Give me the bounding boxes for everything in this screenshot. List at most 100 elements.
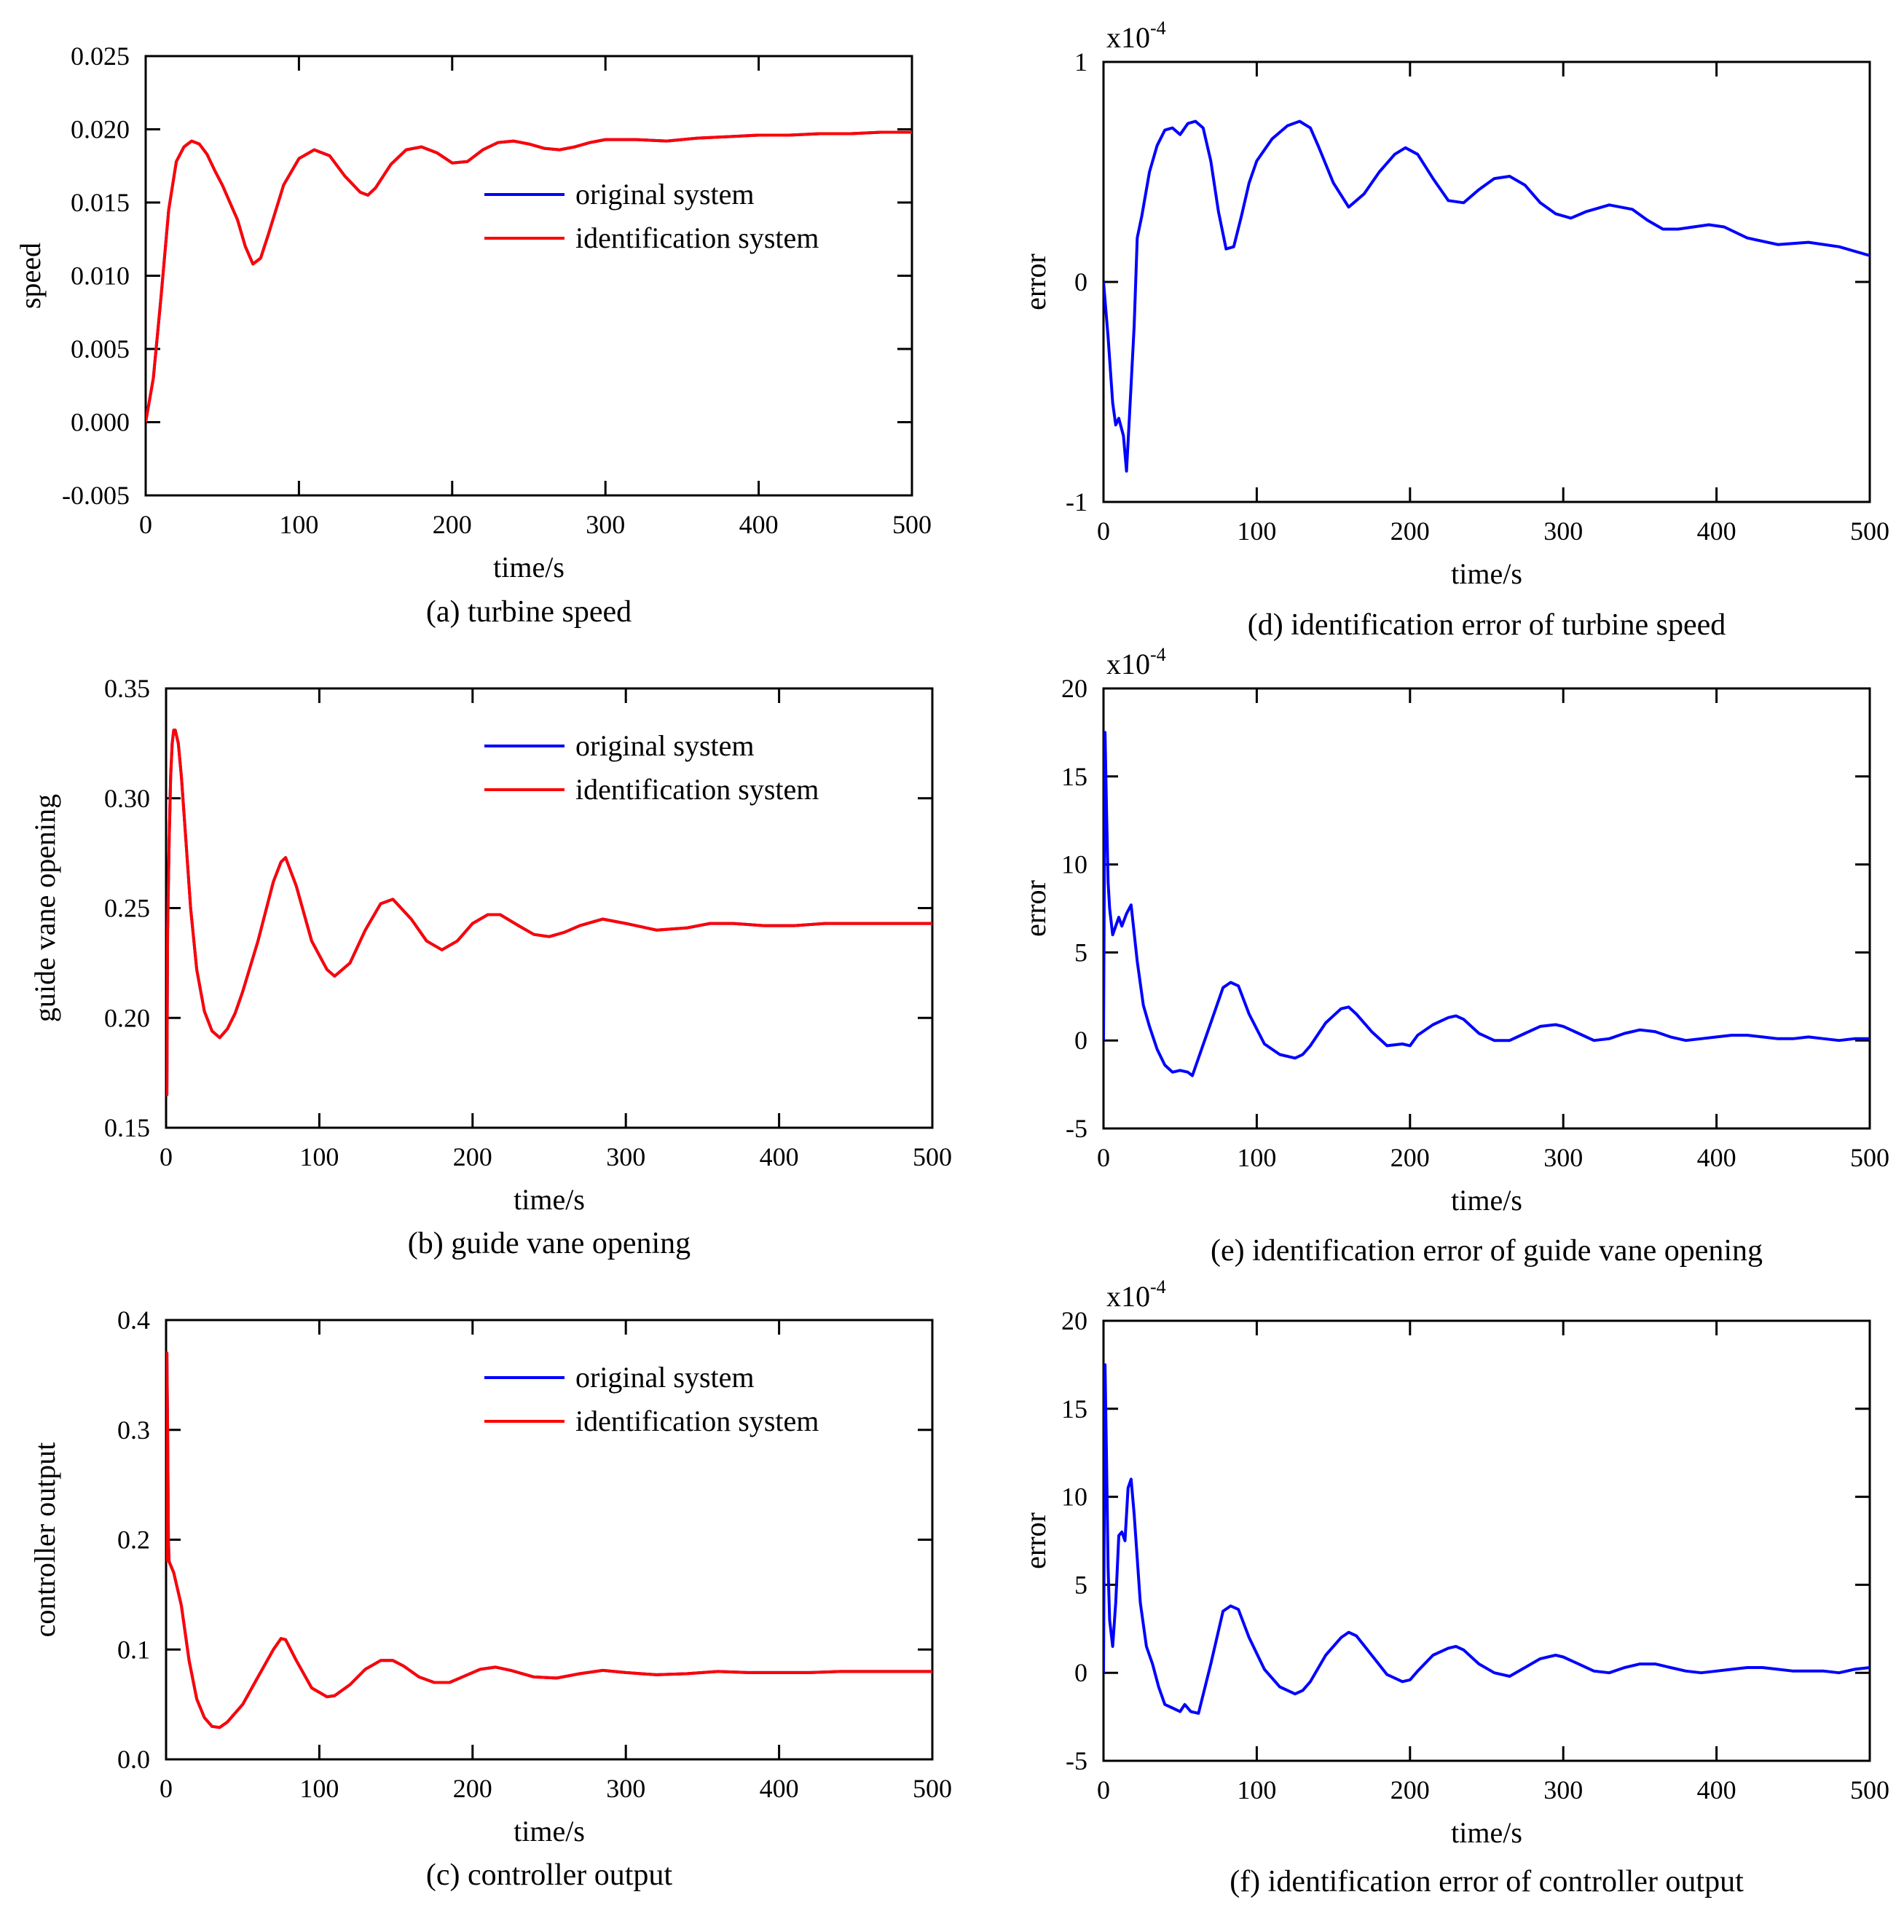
- x-tick-label: 0: [160, 1774, 173, 1803]
- x-tick-label: 300: [1543, 517, 1583, 546]
- x-axis-label: time/s: [1451, 557, 1522, 590]
- x-tick-label: 300: [606, 1774, 645, 1803]
- chart-panel-a: 0 100 200 300 400 500 -0.005 0.000 0.005 0.010 0.0…: [14, 42, 932, 629]
- x-tick-label: 300: [586, 510, 625, 539]
- chart-panel-f: 0 100 200 300 400 500 -5 0 5 10 15 20 time/s error x10…: [1019, 1276, 1889, 1898]
- x-tick-label: 100: [299, 1142, 339, 1171]
- legend-label: original system: [575, 178, 755, 211]
- y-tick-label: 0.2: [117, 1525, 150, 1555]
- y-axis-label: error: [1019, 1512, 1052, 1569]
- y-tick-label: 0.30: [104, 784, 150, 813]
- x-tick-label: 100: [1237, 517, 1276, 546]
- x-tick-label: 400: [1697, 1143, 1736, 1172]
- y-tick-label: -1: [1066, 487, 1087, 517]
- x-tick-label: 100: [299, 1774, 339, 1803]
- x-tick-label: 500: [1850, 1775, 1889, 1805]
- x-tick-label: 0: [1097, 517, 1110, 546]
- x-tick-label: 300: [1543, 1775, 1583, 1805]
- y-tick-label: 0.010: [71, 262, 130, 291]
- x-tick-label: 400: [760, 1774, 799, 1803]
- y-tick-label: 0.4: [117, 1305, 150, 1335]
- plot-frame: [165, 1319, 934, 1761]
- plot-frame: [165, 687, 934, 1129]
- x-tick-label: 0: [1097, 1775, 1110, 1805]
- y-tick-label: 0: [1074, 1658, 1087, 1687]
- y-axis-label: speed: [14, 243, 47, 309]
- chart-panel-c: 0 100 200 300 400 500 0.0 0.1 0.2 0.3 0.4 time/s con…: [28, 1305, 952, 1892]
- y-tick-label: 1: [1074, 47, 1087, 76]
- plot-frame: [1102, 60, 1871, 503]
- x-axis-label: time/s: [1451, 1816, 1522, 1849]
- x-tick-label: 200: [1390, 1143, 1430, 1172]
- axis-exponent-label: x10-4: [1106, 1276, 1166, 1313]
- x-tick-label: 0: [139, 510, 152, 539]
- y-tick-label: 10: [1061, 850, 1087, 879]
- y-tick-label: 0.0: [117, 1745, 150, 1774]
- chart-panel-d: 0 100 200 300 400 500 -1 0 1 time/s error x10-4 (d) …: [1019, 17, 1889, 642]
- y-tick-label: 0.020: [71, 115, 130, 144]
- y-tick-label: 0.1: [117, 1635, 150, 1664]
- chart-panel-e: 0 100 200 300 400 500 -5 0 5 10 15 20 time/s error x10…: [1019, 644, 1889, 1268]
- x-axis-label: time/s: [1451, 1184, 1522, 1217]
- y-tick-label: 15: [1061, 1394, 1087, 1424]
- legend-label: identification system: [575, 773, 819, 806]
- series-line-identification-system: [166, 729, 932, 1096]
- x-tick-label: 100: [279, 510, 318, 539]
- chart-caption: (b) guide vane opening: [408, 1227, 691, 1260]
- y-tick-label: 0.3: [117, 1415, 150, 1445]
- x-tick-label: 500: [913, 1774, 952, 1803]
- y-tick-label: 5: [1074, 938, 1087, 967]
- x-tick-label: 200: [453, 1774, 492, 1803]
- x-tick-label: 500: [1850, 1143, 1889, 1172]
- chart-caption: (e) identification error of guide vane o…: [1211, 1234, 1763, 1268]
- x-tick-label: 200: [453, 1142, 492, 1171]
- y-tick-label: 0: [1074, 267, 1087, 297]
- x-tick-label: 0: [1097, 1143, 1110, 1172]
- y-tick-label: 10: [1061, 1483, 1087, 1512]
- series-line-error: [1104, 731, 1870, 1077]
- y-tick-label: 0: [1074, 1026, 1087, 1055]
- y-axis-label: guide vane opening: [28, 794, 61, 1022]
- y-tick-label: -5: [1066, 1114, 1087, 1143]
- x-tick-label: 0: [160, 1142, 173, 1171]
- x-tick-label: 100: [1237, 1143, 1276, 1172]
- x-tick-label: 400: [739, 510, 779, 539]
- x-tick-label: 200: [433, 510, 472, 539]
- y-tick-label: 15: [1061, 762, 1087, 791]
- y-axis-label: error: [1019, 880, 1052, 937]
- y-axis-label: controller output: [28, 1442, 61, 1638]
- y-tick-label: 5: [1074, 1570, 1087, 1599]
- x-tick-label: 300: [1543, 1143, 1583, 1172]
- x-axis-label: time/s: [514, 1183, 585, 1216]
- y-tick-label: 0.35: [104, 674, 150, 703]
- x-tick-label: 200: [1390, 1775, 1430, 1805]
- y-tick-label: 0.005: [71, 334, 130, 364]
- series-line-error: [1104, 119, 1870, 473]
- x-tick-label: 400: [1697, 517, 1736, 546]
- y-tick-label: 20: [1061, 674, 1087, 703]
- y-tick-label: -5: [1066, 1746, 1087, 1775]
- series-line-identification-system: [166, 1351, 932, 1729]
- x-tick-label: 400: [760, 1142, 799, 1171]
- plot-frame: [1102, 687, 1871, 1130]
- y-tick-label: 0.015: [71, 188, 130, 217]
- x-tick-label: 200: [1390, 517, 1430, 546]
- series-line-error: [1104, 1363, 1870, 1715]
- legend-label: original system: [575, 1361, 755, 1394]
- chart-caption: (a) turbine speed: [426, 595, 632, 629]
- y-tick-label: 0.20: [104, 1003, 150, 1032]
- x-tick-label: 100: [1237, 1775, 1276, 1805]
- y-tick-label: 20: [1061, 1306, 1087, 1335]
- legend-label: original system: [575, 729, 755, 762]
- legend-label: identification system: [575, 1405, 819, 1437]
- x-tick-label: 400: [1697, 1775, 1736, 1805]
- x-tick-label: 500: [1850, 517, 1889, 546]
- y-axis-label: error: [1019, 254, 1052, 310]
- series-line-original-system: [146, 130, 912, 423]
- x-tick-label: 300: [606, 1142, 645, 1171]
- y-tick-label: 0.15: [104, 1113, 150, 1142]
- axis-exponent-label: x10-4: [1106, 17, 1166, 54]
- chart-caption: (f) identification error of controller o…: [1230, 1865, 1744, 1898]
